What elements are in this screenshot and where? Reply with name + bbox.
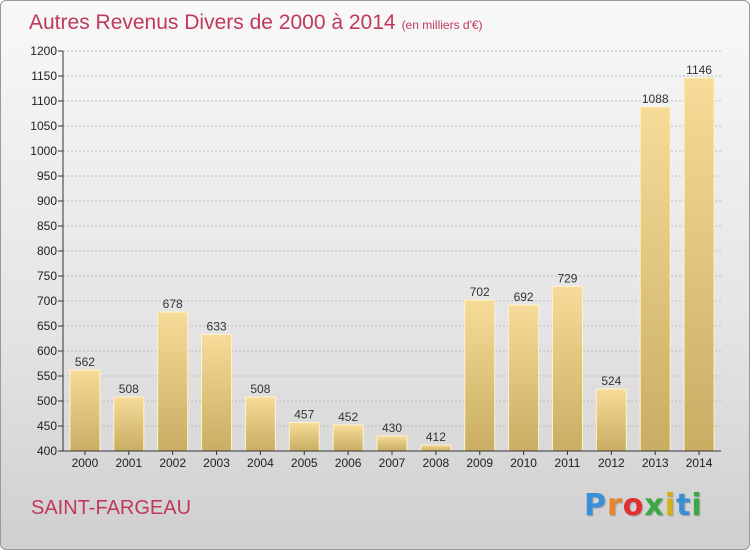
- x-axis: 2000 2001 2002 2003 2004 2005 2006 2007 2008 2009…: [63, 450, 721, 470]
- y-tick-label: 1050: [30, 119, 57, 133]
- brand-logo: Proxiti: [584, 488, 703, 523]
- y-tick-label: 1000: [30, 144, 57, 158]
- y-tick-label: 800: [37, 244, 57, 258]
- bar: [464, 299, 496, 452]
- brand-letter: r: [607, 488, 623, 523]
- x-tick-label: 2000: [72, 456, 99, 470]
- chart-title-unit: (en milliers d'€): [401, 18, 483, 32]
- y-tick-label: 400: [37, 444, 57, 458]
- data-label: 430: [382, 421, 402, 435]
- y-tick-label: 650: [37, 319, 57, 333]
- bar: [244, 396, 276, 452]
- x-tick-label: 2004: [247, 456, 274, 470]
- brand-letter: i: [691, 488, 703, 523]
- x-tick-label: 2006: [335, 456, 362, 470]
- y-tick-label: 750: [37, 269, 57, 283]
- bar: [420, 444, 452, 452]
- x-tick-label: 2010: [510, 456, 537, 470]
- bar: [595, 388, 627, 452]
- x-tick-label: 2002: [159, 456, 186, 470]
- bar: [69, 369, 101, 452]
- y-tick-label: 550: [37, 369, 57, 383]
- bar: [113, 396, 145, 452]
- x-tick-label: 2014: [686, 456, 713, 470]
- bar: [288, 422, 320, 452]
- y-tick-label: 600: [37, 344, 57, 358]
- x-tick-label: 2007: [379, 456, 406, 470]
- bar: [376, 435, 408, 452]
- brand-letter: P: [584, 488, 607, 523]
- y-tick-label: 850: [37, 219, 57, 233]
- y-tick-label: 950: [37, 169, 57, 183]
- x-tick-label: 2012: [598, 456, 625, 470]
- data-label: 692: [514, 290, 534, 304]
- y-tick-label: 700: [37, 294, 57, 308]
- y-tick-label: 900: [37, 194, 57, 208]
- data-label: 508: [250, 382, 270, 396]
- bar: [683, 77, 715, 452]
- data-label: 524: [601, 374, 621, 388]
- bar: [508, 304, 540, 452]
- y-tick-label: 450: [37, 419, 57, 433]
- data-label: 412: [426, 430, 446, 444]
- x-tick-label: 2003: [203, 456, 230, 470]
- brand-letter: i: [664, 488, 677, 523]
- chart-title: Autres Revenus Divers de 2000 à 2014 (en …: [29, 11, 483, 35]
- data-label: 678: [163, 297, 183, 311]
- bar: [332, 424, 364, 452]
- place-name: SAINT-FARGEAU: [31, 497, 192, 519]
- x-tick-label: 2009: [466, 456, 493, 470]
- brand-letter: o: [622, 488, 645, 523]
- x-tick-label: 2008: [423, 456, 450, 470]
- brand-letter: x: [644, 488, 665, 523]
- x-tick-label: 2011: [555, 456, 581, 470]
- data-label: 1088: [642, 92, 669, 106]
- data-label: 452: [338, 410, 358, 424]
- y-tick-label: 500: [37, 394, 57, 408]
- data-label: 729: [557, 272, 577, 286]
- brand-letter: t: [676, 488, 692, 523]
- chart-title-text: Autres Revenus Divers de 2000 à 2014: [29, 11, 396, 34]
- data-label: 633: [207, 320, 227, 334]
- data-label: 508: [119, 382, 139, 396]
- bar: [551, 286, 583, 452]
- y-tick-label: 1200: [30, 44, 57, 58]
- bar: [157, 311, 189, 452]
- x-tick-label: 2005: [291, 456, 318, 470]
- y-axis: 400 450 500 550 600 650 700 750 800 850 900 950 1000…: [30, 44, 64, 458]
- data-label: 1146: [686, 63, 712, 77]
- bars: 562 508 678 633 508 457 452 430 412 702 692 729 524 1…: [69, 63, 715, 452]
- data-label: 457: [294, 408, 314, 422]
- bar: [201, 334, 233, 452]
- y-tick-label: 1100: [31, 94, 57, 108]
- data-label: 562: [75, 355, 95, 369]
- x-tick-label: 2001: [115, 456, 142, 470]
- data-label: 702: [470, 285, 490, 299]
- bar: [639, 106, 671, 452]
- y-tick-label: 1150: [31, 69, 57, 83]
- x-tick-label: 2013: [642, 456, 669, 470]
